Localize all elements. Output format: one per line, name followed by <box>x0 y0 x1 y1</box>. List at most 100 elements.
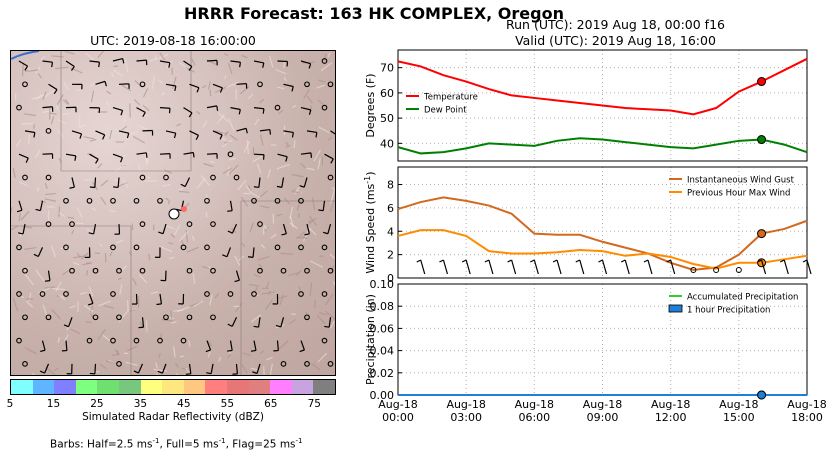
wind-barb <box>802 259 812 275</box>
x-tick-label: Aug-18 <box>515 398 554 411</box>
x-tick-label: Aug-18 <box>378 398 417 411</box>
calm-wind-marker <box>139 267 146 274</box>
wind-barb <box>42 60 54 68</box>
wind-barb <box>24 130 36 138</box>
wind-barb <box>66 363 73 375</box>
calm-wind-marker <box>22 314 28 321</box>
wind-barb <box>183 151 195 158</box>
wind-barbs <box>16 57 335 375</box>
wind-barb <box>118 83 130 89</box>
y-tick-label: 60 <box>380 87 394 100</box>
legend-label: 1 hour Precipitation <box>687 306 770 316</box>
y-tick-label: 0.00 <box>370 389 395 402</box>
wind-barb <box>84 247 91 259</box>
calm-wind-marker <box>304 267 310 274</box>
wind-barb <box>205 340 212 353</box>
wind-barb <box>253 177 261 189</box>
y-axis-label: Wind Speed (ms-1) <box>363 171 378 273</box>
calm-wind-marker <box>327 361 334 367</box>
calm-wind-marker <box>280 361 287 367</box>
page-title: HRRR Forecast: 163 HK COMPLEX, Oregon <box>184 4 564 23</box>
plot-frame <box>397 166 808 279</box>
x-tick-label: 00:00 <box>382 411 414 424</box>
wind-barb <box>322 223 332 235</box>
wind-barb <box>318 200 326 212</box>
wind-barb <box>212 83 223 93</box>
wind-barb <box>189 83 200 93</box>
calm-wind-marker <box>63 291 69 297</box>
calm-wind-marker <box>16 244 22 251</box>
y-tick-label: 40 <box>380 137 394 150</box>
calm-wind-marker <box>251 197 257 204</box>
wind-barb <box>275 317 285 328</box>
calm-wind-marker <box>163 314 169 321</box>
wind-barb <box>131 293 138 305</box>
wind-barb <box>283 83 294 92</box>
wind-barb <box>300 60 312 69</box>
wind-barb <box>283 130 294 138</box>
legend-entry: Previous Hour Max Wind <box>669 189 790 199</box>
wind-barb <box>300 107 312 115</box>
legend-label: Temperature <box>423 93 478 103</box>
colorbar-cell <box>248 380 271 394</box>
calm-wind-marker <box>257 221 263 227</box>
calm-wind-marker <box>45 314 52 321</box>
hourly-wind-barbs <box>416 259 812 275</box>
y-tick-label: 2 <box>387 249 394 262</box>
wind-barb <box>61 340 68 352</box>
wind-barb <box>42 106 54 112</box>
wind-barb <box>259 128 272 135</box>
calm-wind-marker <box>298 291 304 297</box>
series-line <box>397 57 808 116</box>
wind-barb <box>299 340 305 353</box>
wind-barb <box>575 259 585 275</box>
calm-wind-marker <box>22 174 28 181</box>
wind-barb <box>253 317 261 328</box>
x-tick-label: Aug-18 <box>787 398 826 411</box>
calm-wind-marker <box>22 361 28 367</box>
colorbar-cell <box>162 380 184 394</box>
calm-wind-marker <box>327 81 334 88</box>
calm-wind-marker <box>210 267 216 274</box>
legend-entry: Accumulated Precipitation <box>669 293 798 303</box>
terrain-shading <box>11 51 335 375</box>
calm-wind-marker <box>45 128 52 134</box>
wind-barb <box>159 60 171 68</box>
wind-barb <box>206 59 218 66</box>
wind-barb <box>530 259 539 275</box>
calm-wind-marker <box>304 361 310 367</box>
wind-barb <box>160 270 167 282</box>
wind-barb <box>189 130 200 140</box>
y-tick-label: 0.02 <box>370 367 395 380</box>
colorbar-tick-label: 35 <box>133 398 148 410</box>
x-tick-label: Aug-18 <box>651 398 690 411</box>
calm-wind-marker <box>321 244 328 251</box>
colorbar-cell <box>140 380 163 394</box>
legend-label: Previous Hour Max Wind <box>687 189 790 199</box>
wind-barb <box>16 200 23 213</box>
y-tick-label: 8 <box>387 179 394 192</box>
x-tick-label: 15:00 <box>723 411 755 424</box>
wind-barb <box>65 106 77 113</box>
wind-barb <box>620 259 630 275</box>
wind-barb <box>304 223 310 236</box>
wind-barb <box>159 152 171 159</box>
run-time-label: Run (UTC): 2019 Aug 18, 00:00 f16 <box>506 17 725 32</box>
calm-wind-marker <box>298 197 304 204</box>
series-line <box>397 196 808 271</box>
calm-wind-marker <box>690 267 697 273</box>
calm-wind-marker <box>163 174 169 181</box>
calm-wind-marker <box>92 267 99 274</box>
wind-barb <box>253 107 265 114</box>
colorbar-tick-label: 65 <box>264 398 278 410</box>
wind-barb <box>165 130 177 139</box>
wind-barb <box>18 153 29 163</box>
wind-barb <box>180 177 191 188</box>
wind-barb <box>281 223 287 236</box>
colorbar-cell <box>11 380 33 394</box>
calm-wind-marker <box>116 314 122 321</box>
calm-wind-marker <box>210 221 216 227</box>
calm-wind-marker <box>321 337 328 344</box>
calm-wind-marker <box>186 221 193 227</box>
